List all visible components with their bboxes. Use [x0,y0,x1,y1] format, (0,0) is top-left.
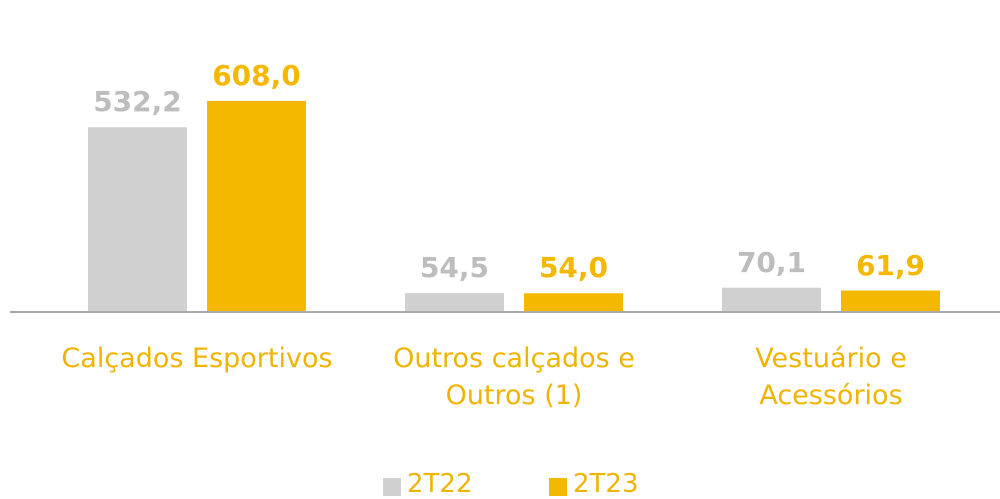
x-tick-label: Vestuário e Acessórios [755,343,907,411]
bar [524,293,623,312]
value-label: 61,9 [855,248,926,282]
value-label: 532,2 [93,85,182,119]
x-tick-label: Calçados Esportivos [61,343,333,374]
value-label: 608,0 [212,58,301,92]
bar [841,290,940,312]
legend-label: 2T22 [407,469,473,499]
legend-label: 2T23 [573,469,639,499]
bar [405,293,504,312]
legend-swatch [383,478,401,496]
bar [207,100,306,313]
bar [88,127,187,312]
bar [722,287,821,312]
value-label: 70,1 [736,245,807,279]
value-label: 54,0 [538,251,609,285]
legend-swatch [549,478,567,496]
value-label: 54,5 [419,251,490,285]
x-tick-label: Outros calçados e Outros (1) [393,343,635,411]
